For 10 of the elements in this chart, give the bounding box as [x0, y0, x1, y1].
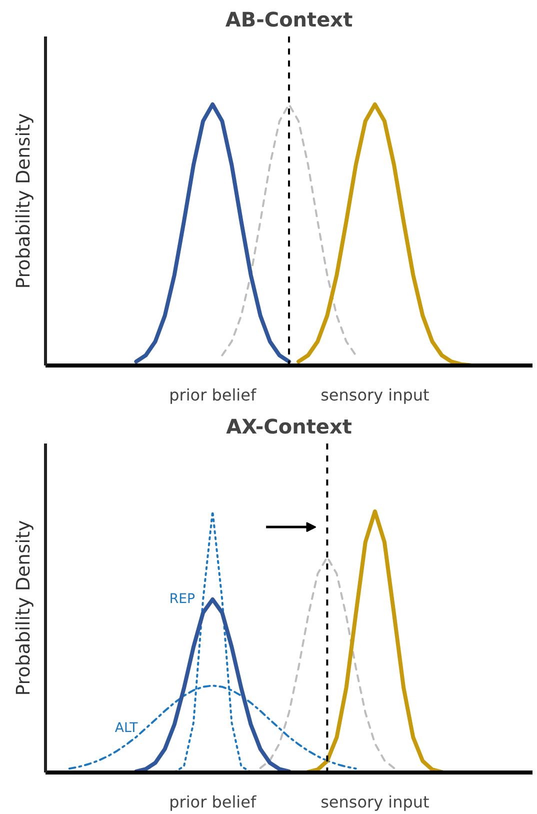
y-axis-title: Probability Density [14, 113, 34, 289]
x-tick-label: sensory input [320, 386, 430, 404]
chart-title: AB-Context [225, 8, 354, 32]
series-label: REP [169, 592, 196, 608]
y-axis-title: Probability Density [14, 520, 34, 696]
x-tick-label: prior belief [169, 386, 256, 404]
x-tick-label: prior belief [169, 792, 256, 812]
x-tick-label: sensory input [320, 792, 430, 812]
series-label: ALT [114, 720, 139, 736]
chart-title: AX-Context [226, 414, 352, 438]
